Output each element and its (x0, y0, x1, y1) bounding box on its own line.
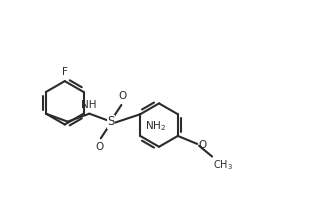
Text: NH$_2$: NH$_2$ (145, 119, 166, 133)
Text: CH$_3$: CH$_3$ (213, 158, 233, 172)
Text: O: O (96, 142, 104, 152)
Text: S: S (107, 115, 115, 128)
Text: NH: NH (81, 100, 96, 110)
Text: O: O (198, 140, 206, 150)
Text: O: O (118, 91, 127, 101)
Text: F: F (62, 67, 68, 77)
